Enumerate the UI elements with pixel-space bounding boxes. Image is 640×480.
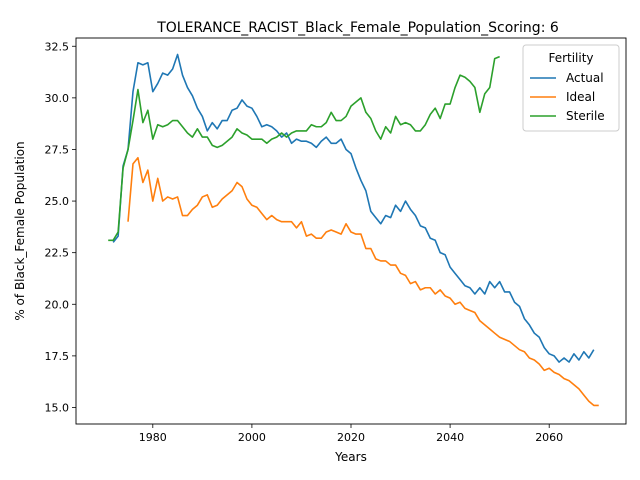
x-tick-label: 2020 [337, 431, 365, 444]
legend-title: Fertility [548, 51, 593, 65]
x-tick-label: 2060 [535, 431, 563, 444]
legend-label: Actual [566, 71, 604, 85]
y-axis-label: % of Black_Female Population [13, 141, 27, 320]
x-axis-ticks: 1980 2000 2020 2040 2060 [139, 424, 563, 444]
series-line-actual [112, 53, 595, 363]
y-tick-label: 22.5 [45, 247, 70, 260]
x-axis-label: Years [334, 450, 367, 464]
legend-items: Actual Ideal Sterile [530, 71, 605, 123]
y-tick-label: 30.0 [45, 92, 70, 105]
y-tick-label: 20.0 [45, 298, 70, 311]
x-tick-label: 2000 [238, 431, 266, 444]
y-axis-ticks: 15.0 17.5 20.0 22.5 25.0 27.5 30.0 32.5 [45, 40, 76, 414]
chart-title: TOLERANCE_RACIST_Black_Female_Population… [156, 20, 559, 36]
legend-frame [522, 44, 620, 132]
y-tick-label: 32.5 [45, 40, 70, 53]
x-tick-label: 2040 [436, 431, 464, 444]
series-layer [108, 53, 599, 407]
x-tick-label: 1980 [139, 431, 167, 444]
legend: Fertility Actual Ideal Sterile [522, 44, 620, 132]
series-line-ideal [127, 156, 599, 407]
y-tick-label: 15.0 [45, 401, 70, 414]
series-line-sterile [108, 55, 500, 242]
legend-label: Ideal [566, 90, 595, 104]
y-tick-label: 17.5 [45, 350, 70, 363]
y-tick-label: 27.5 [45, 143, 70, 156]
legend-label: Sterile [566, 109, 605, 123]
y-tick-label: 25.0 [45, 195, 70, 208]
